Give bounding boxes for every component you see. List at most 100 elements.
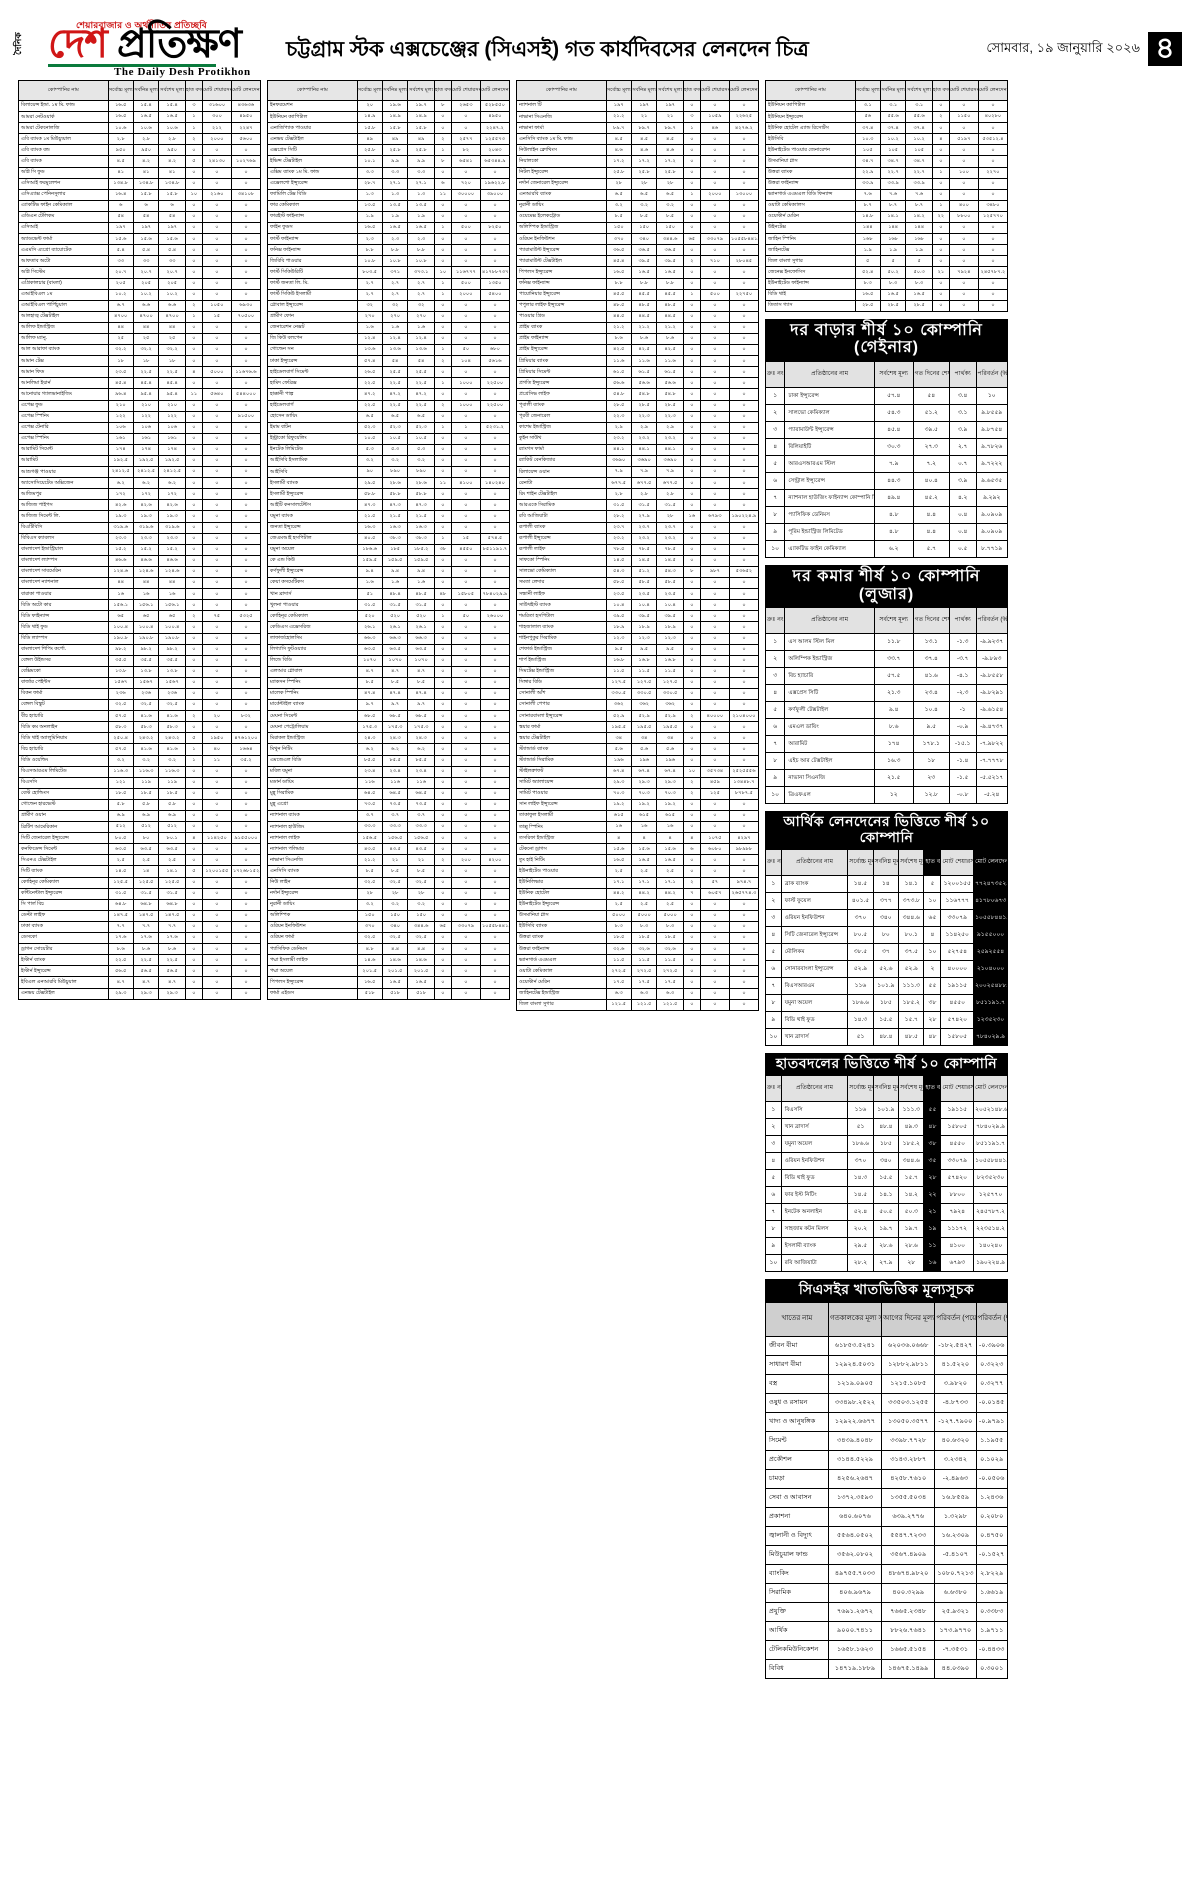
cell-value: ০	[433, 499, 452, 512]
cell-value: ২১.২	[605, 321, 632, 334]
cell-company-name: এস আলম স্টিল মিল	[784, 633, 875, 652]
table-row: আর্থিক ৯০০০.৭৪১১ ৮৮২৬.৭৬৪১ ১৭৩.৯৭৭০ ১.৯৭১১	[765, 1620, 1008, 1641]
cell-value: ১২.৮	[912, 786, 950, 805]
cell-value: ৩১.৫	[605, 499, 632, 512]
cell-value: -৯.৯২৩৭	[975, 633, 1009, 652]
cell-value: ০	[230, 554, 262, 567]
cell-value: ০	[699, 466, 730, 479]
cell-value: ১৮.৫	[158, 787, 186, 800]
cell-value: ৩৩০৭৯	[940, 908, 975, 927]
cell-value: ০	[948, 288, 979, 301]
cell-value: ০	[479, 787, 511, 800]
cell-value: ০	[184, 599, 203, 612]
cell-value: ০	[433, 233, 452, 246]
cell-value: ১৯১১৫	[940, 976, 975, 995]
cell-value: ৬৩.৫	[381, 643, 409, 656]
cell-company-name: ইউনিক হোটেল এ্যান্ড রিসোর্টস	[765, 122, 856, 135]
cell-value: ০	[433, 665, 452, 678]
gainers-rows: ১ ঢাকা ইন্স্যুরেন্স ৫৭.৪ ৫৪ ৩.৪ ১০ ২ সালভো কেমি…	[764, 386, 1009, 558]
cell-value: ৮৮২৬.৭৬৪১	[881, 1620, 936, 1641]
cell-value: ৪	[765, 1152, 782, 1171]
cell-value: ৫২.৯	[898, 959, 925, 978]
cell-value: ৯.৪	[381, 565, 409, 579]
cell-value: ৩.১	[948, 403, 977, 422]
cell-company-name: বেক্সিমকো	[18, 665, 109, 678]
cell-value: ৭.৯	[605, 466, 632, 479]
cell-value: ০	[201, 377, 232, 390]
table-row: ২ অলিম্পিক ইন্ডাস্ট্রিজ ৩৩.৭ ৩৭.৪ -৩.৭ -৯.৮৯৩	[764, 650, 1009, 669]
cell-value: ৭.৬	[905, 188, 933, 201]
cell-value: ০	[201, 809, 232, 823]
cell-company-name: ম্যাকসন স্পিনিং	[267, 676, 358, 689]
cell-company-name: বিডি ফাইন্যান্স	[18, 610, 109, 623]
cell-value: ১	[682, 288, 701, 301]
cell-value: ১৯৭	[605, 99, 632, 113]
cell-value: ১০০০	[450, 377, 481, 390]
cell-company-name: অলিম্পিক	[267, 909, 358, 922]
cell-value: ৩৬.৫	[605, 244, 632, 257]
cell-value: ৪৭০০	[132, 310, 160, 323]
cell-value: ০	[230, 565, 262, 579]
cell-company-name: তসরিফা ইন্ডাস্ট্রিজ	[516, 832, 607, 845]
cell-value: ২৭২.৫	[605, 965, 632, 978]
cell-value: ৫১২	[107, 821, 134, 834]
cell-value: ৮.৫	[356, 676, 383, 689]
cell-value: ০	[230, 809, 262, 823]
table-row: নুরানী ডায়িং ৩.২ ৩.২ ৩.২ ০ ০ ০	[267, 898, 511, 911]
cell-company-name: বাংলাদেশ সাবমেরিন	[18, 565, 109, 579]
cell-value: ১৭৪	[132, 443, 160, 457]
cell-value: ৫৪.৮	[656, 388, 684, 401]
cell-company-name: ন্যাশনাল পলিমার	[267, 843, 358, 856]
cell-value: ২.৫	[630, 865, 658, 878]
cell-value: ০	[201, 577, 232, 590]
table-row: বেঙ্গল উইন্ডসর ৩৫.৫ ৩৫.৫ ৩৫.৫ ০ ০ ০	[18, 654, 262, 667]
cell-value: ০	[230, 599, 262, 612]
cell-value: ০	[948, 155, 979, 168]
th-value: মোট লেনদেন (টাকা)	[728, 80, 760, 101]
cell-value: ৫৫	[923, 1101, 942, 1120]
th-institution: প্রতিষ্ঠানের নাম	[780, 1075, 849, 1103]
cell-value: ৫১৮	[407, 987, 435, 1000]
cell-value: ০	[230, 510, 262, 523]
table-row: আরামিট ১৯২.৫ ১৯২.৫ ১৯২.৫ ০ ০ ০	[18, 454, 262, 468]
cell-value: ৪২৫৮.৭৬১০	[881, 1468, 936, 1489]
cell-value: ২১.৫	[356, 510, 383, 523]
cell-company-name: এপেক্স স্পিনিং	[18, 432, 109, 445]
cell-value: ০	[699, 488, 730, 501]
cell-value: ০	[728, 499, 760, 512]
cell-value: ০	[433, 676, 452, 689]
cell-value: ৩৮	[923, 1135, 942, 1154]
cell-value: ১৩৪.৮	[158, 177, 186, 190]
cell-value: ০	[433, 687, 452, 701]
cell-value: ৫	[765, 1169, 782, 1188]
cell-value: ৮৮০০	[948, 210, 979, 224]
cell-value: ১৭.১	[656, 876, 684, 889]
cell-value: ১৩৭২.৩৫৯৩	[827, 1487, 883, 1508]
cell-value: ০	[433, 843, 452, 856]
cell-value: ২৮	[407, 887, 435, 900]
cell-value: ২.৩	[356, 233, 383, 246]
cell-value: ৩১.৫	[132, 887, 160, 900]
cell-value: ০	[450, 954, 481, 967]
cell-value: ০.৩২৭৭	[975, 1373, 1008, 1394]
cell-value: ০	[728, 543, 760, 556]
table-row: আমান টেক্স ১৮ ১৮ ১৮ ০ ০ ০	[18, 355, 262, 368]
table-row: টেকনো ড্রাগস ১৫.৬ ১৫.৬ ১৫.৬ ৬ ৬০৮০ ৯৮৯৮৮	[516, 843, 760, 856]
cell-value: ০	[682, 99, 701, 113]
cell-value: ১৮৫.২	[898, 993, 925, 1012]
cell-value: ৩৪৩৯.৪০৪৮	[827, 1430, 883, 1451]
cell-value: ০	[682, 244, 701, 257]
cell-value: ৩২.২	[158, 344, 186, 357]
cell-value: ৫২৭৫৪	[940, 942, 975, 961]
table-row: ইউনাইটেড ফাইন্যান্স ৮.৩ ৮.৩ ৮.৩ ০ ০ ০	[765, 277, 1009, 290]
cell-value: ১	[764, 386, 786, 405]
cell-value: ০	[450, 898, 481, 911]
th-change-pct: পরিবর্তন (%)	[975, 607, 1009, 635]
cell-value: ০	[201, 521, 232, 534]
cell-value: ২১০	[132, 399, 160, 412]
table-row: এসিএ্যাক্স পেনিনসুলার ১৬.৪ ১৫.৮ ১৫.৮ ১০ ২১৬০ ৩…	[18, 188, 262, 201]
cell-company-name: শমরিতা হসপিটাল	[516, 610, 607, 623]
cell-value: ০	[728, 244, 760, 257]
cell-value: ১৩৪৪৮.৭	[728, 776, 760, 789]
table-row: ব্রিটিশ আমেরিকান ৫১২ ৫১২ ৫১২ ০ ০ ০	[18, 821, 262, 834]
